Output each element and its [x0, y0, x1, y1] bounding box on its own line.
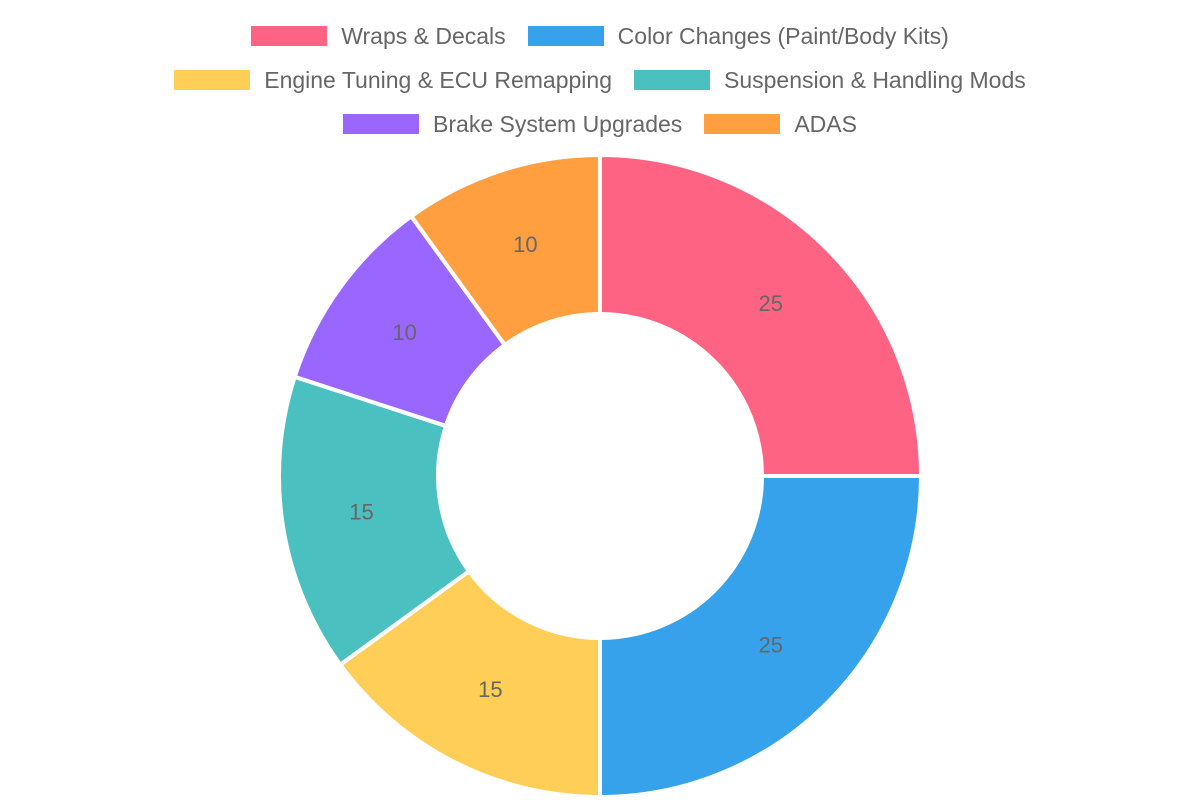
legend-label: Suspension & Handling Mods — [724, 66, 1026, 93]
legend-item-adas[interactable]: ADAS — [704, 111, 857, 138]
legend: Wraps & Decals Color Changes (Paint/Body… — [0, 14, 1200, 146]
legend-row: Engine Tuning & ECU Remapping Suspension… — [0, 58, 1200, 102]
legend-swatch — [174, 70, 251, 90]
data-label-adas: 10 — [513, 232, 537, 257]
legend-item-brake-upgrades[interactable]: Brake System Upgrades — [343, 111, 682, 138]
legend-label: Brake System Upgrades — [433, 110, 683, 137]
legend-label: Engine Tuning & ECU Remapping — [264, 66, 612, 93]
slice-wraps-decals[interactable] — [598, 152, 924, 478]
legend-item-engine-tuning[interactable]: Engine Tuning & ECU Remapping — [174, 67, 612, 94]
slice-engine-tuning[interactable] — [337, 568, 602, 800]
slice-suspension-mods[interactable] — [277, 374, 472, 668]
data-label-brake-upgrades: 10 — [392, 320, 416, 345]
data-label-suspension-mods: 15 — [349, 500, 373, 525]
legend-swatch — [634, 70, 710, 90]
legend-swatch — [527, 26, 604, 46]
legend-label: Color Changes (Paint/Body Kits) — [617, 22, 949, 49]
legend-label: Wraps & Decals — [341, 22, 506, 49]
data-label-color-changes: 25 — [759, 633, 783, 658]
legend-swatch — [704, 114, 781, 134]
slice-adas[interactable] — [408, 152, 602, 348]
legend-swatch — [343, 114, 420, 134]
legend-row: Brake System Upgrades ADAS — [0, 102, 1200, 146]
legend-row: Wraps & Decals Color Changes (Paint/Body… — [0, 14, 1200, 58]
legend-item-color-changes[interactable]: Color Changes (Paint/Body Kits) — [527, 22, 949, 50]
legend-item-wraps-decals[interactable]: Wraps & Decals — [251, 22, 506, 50]
legend-label: ADAS — [794, 110, 857, 137]
legend-swatch — [251, 26, 328, 46]
data-label-engine-tuning: 15 — [478, 677, 502, 702]
legend-item-suspension-mods[interactable]: Suspension & Handling Mods — [634, 67, 1026, 94]
data-label-wraps-decals: 25 — [759, 291, 783, 316]
slice-color-changes[interactable] — [598, 474, 924, 800]
